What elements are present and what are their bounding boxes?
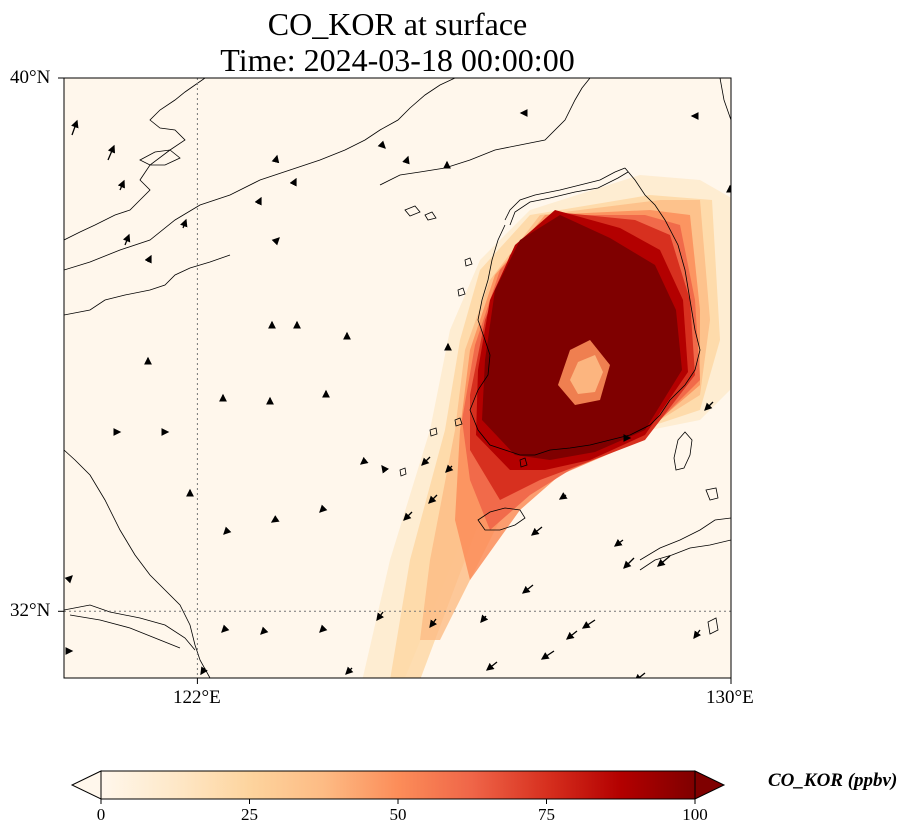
wind-vector-arrow	[530, 526, 543, 536]
wind-vector-arrow	[381, 464, 390, 474]
wind-vector-arrow	[289, 177, 297, 187]
wind-vector-arrow	[565, 630, 578, 640]
wind-vector-arrow	[345, 666, 354, 675]
wind-vector-arrow	[107, 144, 116, 161]
wind-vector-arrow	[693, 629, 702, 640]
co-concentration-field	[362, 175, 731, 678]
lat-tick-label-40n: 40°N	[10, 67, 51, 88]
wind-vector-arrow	[480, 614, 489, 623]
map-frame	[63, 77, 732, 679]
wind-vector-arrow	[402, 155, 410, 165]
map-title: CO_KOR at surface	[267, 6, 528, 42]
wind-vector-arrow	[623, 557, 635, 569]
wind-vector-arrow	[359, 456, 369, 465]
wind-vector-arrow	[633, 672, 646, 678]
wind-vectors	[64, 109, 731, 678]
wind-vector-arrow	[254, 196, 262, 206]
colorbar-tick-75: 75	[538, 805, 555, 824]
wind-vector-arrow	[540, 650, 555, 660]
wind-vector-arrow	[445, 464, 454, 473]
colorbar-label: CO_KOR (ppbv)	[768, 770, 898, 791]
wind-vector-arrow	[429, 618, 438, 629]
wind-vector-arrow	[117, 179, 125, 191]
wind-vector-arrow	[64, 575, 73, 584]
wind-vector-arrow	[558, 492, 568, 500]
wind-vector-arrow	[704, 401, 714, 411]
wind-vector-arrow	[376, 611, 385, 622]
wind-vector-arrow	[377, 140, 386, 149]
wind-vector-arrow	[485, 661, 498, 671]
colorbar-tick-25: 25	[241, 805, 258, 824]
wind-vector-arrow	[122, 233, 131, 246]
wind-vector-arrow	[319, 624, 328, 633]
axis-tick-marks	[58, 77, 732, 684]
colorbar-tick-100: 100	[682, 805, 708, 824]
colorbar	[70, 770, 726, 804]
wind-vector-arrow	[260, 626, 269, 635]
wind-vector-arrow	[657, 555, 671, 567]
lon-tick-label-122e: 122°E	[173, 687, 221, 708]
colorbar-tick-0: 0	[96, 805, 106, 824]
wind-vector-arrow	[271, 237, 280, 246]
wind-vector-arrow	[271, 154, 280, 164]
colorbar-gradient	[101, 771, 695, 799]
wind-vector-arrow	[71, 119, 79, 136]
wind-vector-arrow	[581, 619, 596, 629]
wind-vector-arrow	[421, 456, 431, 466]
wind-vector-arrow	[270, 515, 280, 523]
wind-vector-arrow	[200, 666, 208, 676]
map-gridlines	[64, 78, 731, 678]
wind-vector-arrow	[403, 511, 413, 521]
colorbar-min-extend	[70, 770, 102, 800]
coastlines	[64, 78, 731, 678]
colorbar-tick-50: 50	[389, 805, 407, 824]
lon-tick-label-130e: 130°E	[706, 687, 754, 708]
wind-vector-arrow	[180, 218, 188, 229]
wind-vector-arrow	[221, 624, 230, 633]
wind-vector-arrow	[319, 504, 328, 513]
lat-tick-label-32n: 32°N	[10, 600, 51, 621]
wind-vector-arrow	[428, 494, 438, 504]
wind-vector-arrow	[613, 538, 624, 547]
wind-vector-arrow	[144, 254, 152, 264]
wind-vector-arrow	[521, 584, 534, 594]
map-time-subtitle: Time: 2024-03-18 00:00:00	[220, 42, 575, 78]
colorbar-max-extend	[694, 770, 726, 800]
wind-vector-arrow	[223, 526, 232, 535]
